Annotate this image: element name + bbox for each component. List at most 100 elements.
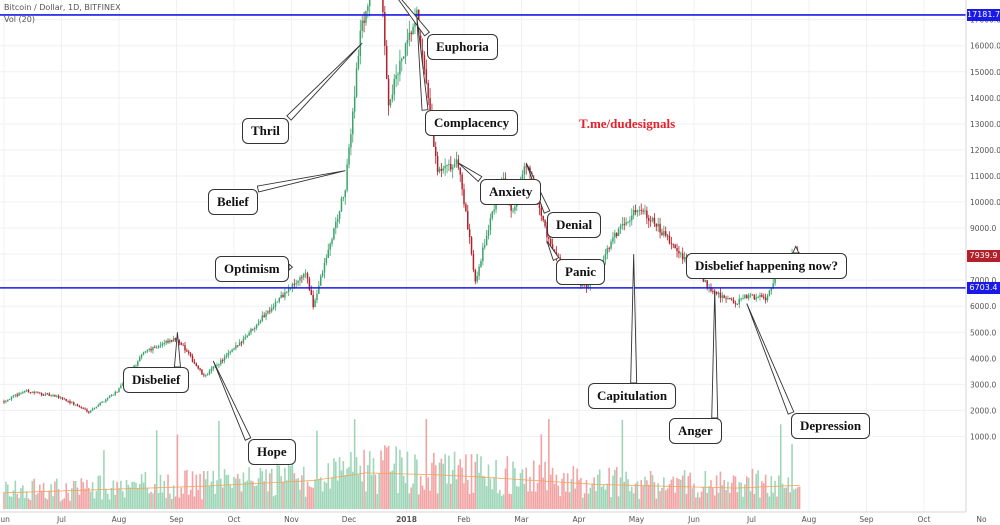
candle-body xyxy=(76,404,79,407)
volume-bar xyxy=(719,471,722,509)
candle-body xyxy=(284,292,286,298)
volume-bar xyxy=(459,459,462,509)
volume-bar xyxy=(235,478,237,509)
volume-bar xyxy=(74,480,77,509)
volume-bar xyxy=(461,467,463,509)
volume-bar xyxy=(672,476,675,509)
volume-bar xyxy=(246,480,248,509)
candle-body xyxy=(157,346,160,348)
volume-bar xyxy=(353,419,356,509)
candle-body xyxy=(348,147,350,165)
candle-body xyxy=(259,320,262,324)
volume-bar xyxy=(80,478,83,509)
candle-body xyxy=(587,285,590,289)
candle-body xyxy=(82,407,84,409)
volume-bar xyxy=(482,475,484,509)
volume-bar xyxy=(176,434,179,509)
annotation-pointers xyxy=(173,0,800,441)
volume-bar xyxy=(612,475,614,509)
candle-body xyxy=(470,237,473,255)
volume-bar xyxy=(127,484,130,509)
volume-bar xyxy=(121,491,124,509)
candle-body xyxy=(397,74,399,76)
volume-bar xyxy=(531,491,533,509)
volume-bar xyxy=(585,480,588,509)
volume-bar xyxy=(604,489,607,509)
candle-body xyxy=(740,298,742,300)
volume-bar xyxy=(199,473,201,509)
callout-thril: Thril xyxy=(242,118,289,144)
candle-body xyxy=(84,408,86,410)
candle-body xyxy=(661,232,663,236)
candle-body xyxy=(71,402,73,404)
volume-bar xyxy=(653,482,656,509)
volume-bar xyxy=(580,478,582,509)
candle-body xyxy=(95,406,98,409)
candle-body xyxy=(18,393,20,396)
candle-body xyxy=(472,254,475,270)
volume-bar xyxy=(302,466,305,509)
volume-bar xyxy=(557,485,560,509)
candle-body xyxy=(634,209,637,213)
candle-body xyxy=(25,390,28,391)
callout-pointer xyxy=(212,360,252,441)
volume-bar xyxy=(84,488,86,509)
candle-body xyxy=(429,97,431,112)
volume-bar xyxy=(632,493,635,509)
volume-bar xyxy=(455,479,458,509)
volume-bar xyxy=(495,459,497,509)
volume-bar xyxy=(259,468,262,509)
candle-body xyxy=(3,401,5,403)
candle-body xyxy=(163,343,165,344)
candle-body xyxy=(159,345,162,347)
volume-moving-average xyxy=(3,472,800,494)
candle-body xyxy=(455,159,458,164)
volume-bar xyxy=(10,496,13,509)
volume-bar xyxy=(270,468,273,509)
volume-bar xyxy=(419,475,422,509)
candle-body xyxy=(263,315,265,318)
candle-body xyxy=(629,220,631,222)
volume-bar xyxy=(555,474,558,509)
price-tick-label: 1000.0 xyxy=(970,432,996,441)
volume-bar xyxy=(265,469,267,509)
candle-body xyxy=(670,243,673,245)
horizontal-levels[interactable] xyxy=(0,14,966,289)
candle-body xyxy=(20,393,22,395)
volume-bar xyxy=(713,495,716,509)
candle-body xyxy=(365,11,367,23)
volume-bar xyxy=(680,479,682,509)
callout-panic: Panic xyxy=(556,259,606,285)
candle-body xyxy=(171,340,173,342)
candle-body xyxy=(387,78,390,106)
callout-anxiety: Anxiety xyxy=(480,179,542,205)
candle-body xyxy=(451,167,454,170)
candle-body xyxy=(269,310,271,312)
volume-bar xyxy=(450,483,452,509)
candle-body xyxy=(525,166,527,168)
candle-body xyxy=(255,325,258,329)
candle-body xyxy=(512,210,514,212)
candle-body xyxy=(744,295,746,298)
volume-bar xyxy=(465,454,467,509)
candle-body xyxy=(189,353,192,356)
candle-body xyxy=(174,338,177,341)
volume-bar xyxy=(267,491,269,509)
volume-bar xyxy=(602,484,605,509)
price-tick-label: 4000.0 xyxy=(970,354,996,363)
volume-bar xyxy=(779,424,782,509)
candle-body xyxy=(738,298,740,305)
candle-body xyxy=(585,284,588,289)
candle-body xyxy=(31,392,34,393)
candle-body xyxy=(646,210,648,219)
volume-bar xyxy=(400,457,403,509)
volume-bar xyxy=(734,476,737,509)
volume-bar xyxy=(193,496,196,509)
candle-body xyxy=(742,297,744,299)
volume-bar xyxy=(380,450,382,509)
candle-body xyxy=(476,275,478,282)
time-axis[interactable]: Jun Jul Aug Sep Oct Nov Dec 2018 Feb Mar Apr May Jun… xyxy=(0,511,987,524)
volume-bar xyxy=(252,481,254,509)
candle-body xyxy=(385,45,388,79)
volume-bar xyxy=(417,494,420,509)
